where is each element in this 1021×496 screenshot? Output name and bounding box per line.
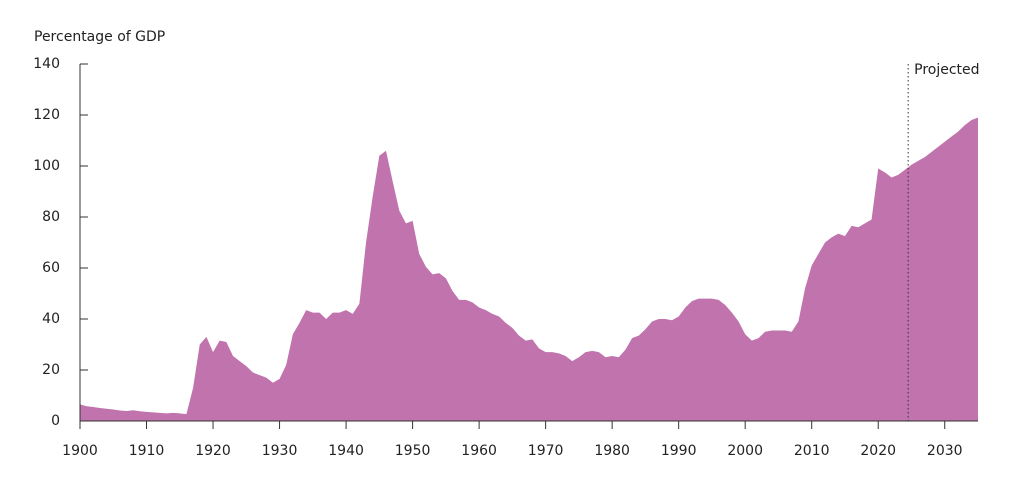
x-tick-label: 1970 [528, 443, 564, 459]
x-tick-label: 2020 [860, 443, 896, 459]
annotation: Projected [914, 62, 979, 78]
x-tick-label: 2000 [727, 443, 763, 459]
y-tick-label: 80 [42, 209, 60, 225]
y-tick-label: 60 [42, 260, 60, 276]
x-tick-label: 1930 [262, 443, 298, 459]
y-tick-label: 0 [51, 413, 60, 429]
y-tick-label: 40 [42, 311, 60, 327]
x-tick-label: 1950 [395, 443, 431, 459]
x-tick-label: 1910 [129, 443, 165, 459]
x-tick-label: 2010 [794, 443, 830, 459]
y-tick-label: 140 [33, 56, 60, 72]
x-tick-label: 1920 [195, 443, 231, 459]
y-tick-label: 120 [33, 107, 60, 123]
y-tick-label: 100 [33, 158, 60, 174]
x-tick-label: 1900 [62, 443, 98, 459]
area [80, 117, 978, 422]
x-tick-label: 1960 [461, 443, 497, 459]
x-tick-label: 1980 [594, 443, 630, 459]
x-tick-label: 1940 [328, 443, 364, 459]
x-tick-label: 2030 [927, 443, 963, 459]
chart-title: Percentage of GDP [34, 29, 165, 45]
y-tick-label: 20 [42, 362, 60, 378]
x-tick-label: 1990 [661, 443, 697, 459]
